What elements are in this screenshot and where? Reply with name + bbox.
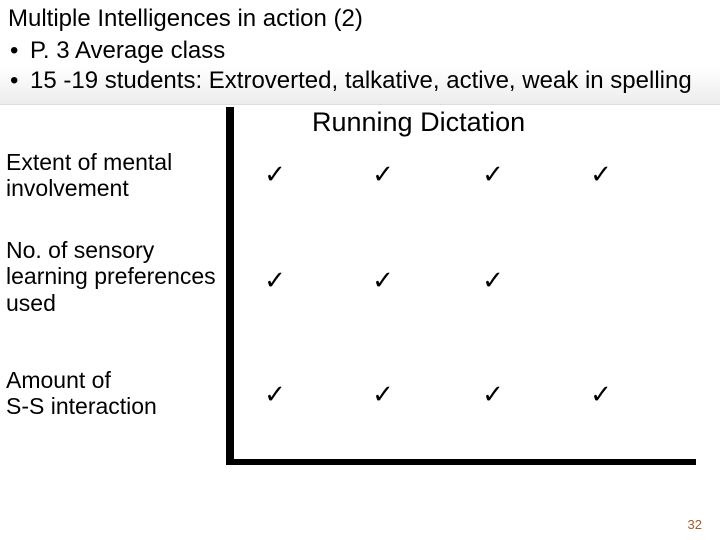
- check-icon: ✓: [586, 159, 616, 190]
- page-number: 32: [688, 517, 702, 532]
- header-band: Multiple Intelligences in action (2) P. …: [0, 0, 720, 105]
- axis-x: [226, 459, 696, 465]
- axis-y: [226, 107, 234, 465]
- check-icon: ✓: [478, 159, 508, 190]
- bullet-item: P. 3 Average class: [8, 36, 712, 66]
- row-label: Extent of mental involvement: [6, 149, 224, 202]
- slide-title: Multiple Intelligences in action (2): [8, 4, 712, 34]
- bullet-list: P. 3 Average class 15 -19 students: Extr…: [8, 36, 712, 96]
- chart-area: Running Dictation Extent of mental invol…: [0, 105, 720, 485]
- check-icon: ✓: [260, 265, 290, 296]
- check-icon: ✓: [368, 159, 398, 190]
- check-icon: ✓: [586, 379, 616, 410]
- check-icon: ✓: [368, 265, 398, 296]
- check-icon: ✓: [368, 379, 398, 410]
- check-icon: ✓: [260, 379, 290, 410]
- activity-title: Running Dictation: [312, 107, 525, 138]
- row-label: No. of sensory learning preferences used: [6, 237, 224, 316]
- bullet-item: 15 -19 students: Extroverted, talkative,…: [8, 66, 712, 96]
- check-icon: ✓: [478, 379, 508, 410]
- check-icon: ✓: [260, 159, 290, 190]
- row-label: Amount ofS-S interaction: [6, 367, 224, 420]
- check-icon: ✓: [478, 265, 508, 296]
